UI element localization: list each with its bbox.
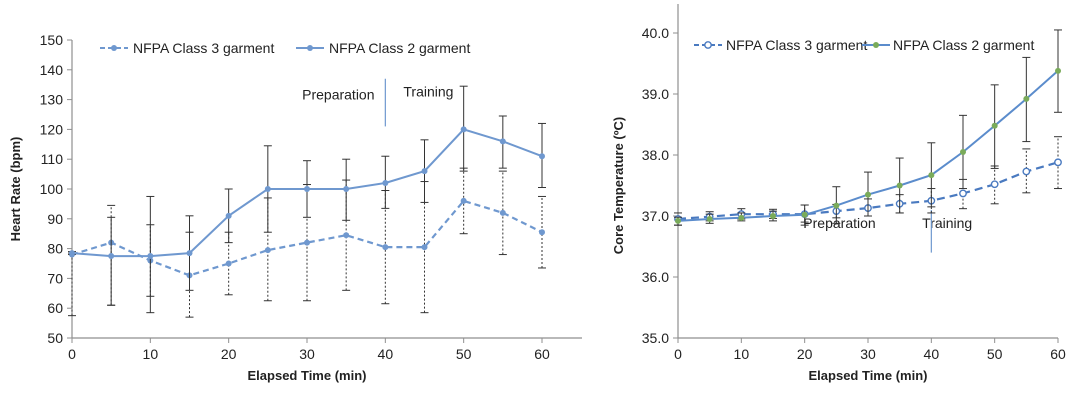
data-point: [801, 211, 808, 218]
y-tick-label: 90: [47, 211, 63, 227]
x-tick-label: 40: [378, 346, 394, 362]
y-tick-label: 70: [47, 270, 63, 286]
data-point: [460, 197, 467, 204]
data-point: [539, 153, 545, 160]
x-tick-label: 0: [68, 346, 76, 362]
data-point: [959, 189, 967, 198]
x-tick-label: 30: [860, 346, 876, 362]
data-point: [499, 209, 506, 216]
x-tick-label: 50: [987, 346, 1003, 362]
data-point: [147, 253, 154, 260]
data-point: [738, 214, 745, 221]
x-tick-label: 10: [143, 346, 159, 362]
y-tick-label: 39.0: [642, 86, 669, 102]
data-point: [991, 122, 998, 129]
x-tick-label: 20: [221, 346, 237, 362]
legend-marker: [307, 45, 313, 51]
legend-label: NFPA Class 3 garment: [726, 37, 867, 53]
data-point: [1022, 167, 1031, 176]
data-point: [460, 126, 467, 133]
data-point: [675, 217, 681, 224]
y-tick-label: 110: [41, 151, 64, 167]
y-tick-label: 37.0: [642, 208, 669, 224]
x-tick-label: 60: [1050, 346, 1066, 362]
data-point: [833, 202, 840, 209]
data-point: [421, 168, 428, 175]
y-tick-label: 80: [47, 241, 63, 257]
y-tick-label: 60: [47, 300, 63, 316]
y-tick-label: 36.0: [642, 269, 669, 285]
legend-marker: [111, 45, 117, 51]
x-tick-label: 60: [534, 346, 550, 362]
data-point: [499, 138, 506, 145]
data-point: [1055, 67, 1061, 74]
data-point: [1054, 158, 1062, 167]
data-point: [69, 250, 75, 257]
y-tick-label: 150: [40, 32, 64, 48]
x-tick-label: 0: [674, 346, 682, 362]
x-tick-label: 20: [797, 346, 813, 362]
phase-annotation: Preparation: [302, 87, 374, 103]
x-axis-title: Elapsed Time (min): [248, 368, 367, 383]
data-point: [343, 232, 350, 239]
x-tick-label: 40: [924, 346, 940, 362]
data-point: [225, 212, 232, 219]
data-point: [865, 191, 871, 198]
data-point: [186, 250, 193, 257]
data-point: [225, 260, 232, 267]
data-point: [928, 172, 935, 179]
phase-annotation: Training: [922, 215, 972, 231]
data-point: [343, 186, 350, 192]
y-tick-label: 50: [47, 330, 63, 346]
data-point: [382, 180, 389, 187]
y-tick-label: 40.0: [642, 25, 669, 41]
y-tick-label: 120: [40, 121, 64, 137]
y-tick-label: 140: [40, 62, 64, 78]
core-temperature-chart: 35.0 36.0 37.0 38.0 39.0 40.0 0 10 20 30 40 50 60 Ela…: [611, 4, 1066, 383]
y-tick-label: 130: [40, 92, 64, 108]
x-tick-label: 30: [299, 346, 315, 362]
data-point: [421, 244, 428, 251]
y-axis-title: Heart Rate (bpm): [8, 137, 23, 242]
data-point: [706, 216, 713, 223]
y-tick-label: 38.0: [642, 147, 669, 163]
y-tick-label: 100: [40, 181, 64, 197]
data-point: [304, 186, 310, 192]
data-point: [264, 186, 271, 192]
x-tick-label: 50: [456, 346, 472, 362]
data-point: [896, 182, 903, 189]
legend-label: NFPA Class 2 garment: [329, 40, 470, 56]
data-point: [539, 229, 545, 236]
legend-marker: [873, 42, 879, 48]
data-point: [264, 247, 271, 254]
data-point: [990, 180, 999, 189]
data-point: [960, 148, 966, 155]
y-axis-title: Core Temperature (ºC): [611, 117, 626, 254]
data-point: [108, 253, 115, 260]
heart-rate-chart: 50 60 70 80 90 100 110 120 130 140 150 0 10 20 30 40 50 6…: [8, 32, 582, 383]
data-point: [1023, 95, 1030, 102]
legend-marker: [704, 41, 712, 49]
legend-label: NFPA Class 2 garment: [893, 37, 1034, 53]
data-point: [382, 244, 389, 251]
legend-label: NFPA Class 3 garment: [133, 40, 274, 56]
x-tick-label: 10: [734, 346, 750, 362]
data-point: [304, 239, 310, 246]
y-tick-label: 35.0: [642, 330, 669, 346]
data-point: [770, 213, 776, 219]
x-axis-title: Elapsed Time (min): [809, 368, 928, 383]
phase-annotation: Training: [403, 84, 453, 100]
